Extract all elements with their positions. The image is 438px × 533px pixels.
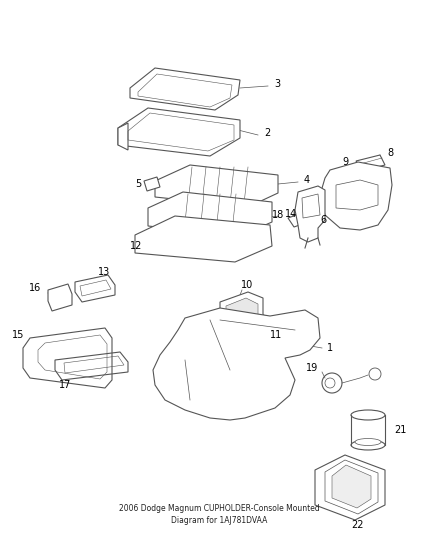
Text: 8: 8	[387, 148, 393, 158]
Circle shape	[211, 223, 239, 251]
Text: 2006 Dodge Magnum CUPHOLDER-Console Mounted
Diagram for 1AJ781DVAA: 2006 Dodge Magnum CUPHOLDER-Console Moun…	[119, 504, 319, 525]
Polygon shape	[155, 165, 278, 207]
Polygon shape	[144, 177, 160, 191]
Text: 14: 14	[285, 209, 297, 219]
Text: 6: 6	[320, 215, 326, 225]
Text: 10: 10	[241, 280, 253, 290]
Text: 12: 12	[130, 241, 142, 251]
Polygon shape	[148, 192, 272, 236]
Polygon shape	[220, 292, 263, 328]
Polygon shape	[226, 298, 258, 325]
Text: 13: 13	[98, 267, 110, 277]
Text: 11: 11	[270, 330, 282, 340]
Text: 22: 22	[352, 520, 364, 530]
Ellipse shape	[351, 440, 385, 450]
Text: 16: 16	[29, 283, 41, 293]
Polygon shape	[55, 352, 128, 380]
Text: 21: 21	[394, 425, 406, 435]
Polygon shape	[288, 213, 308, 227]
Circle shape	[174, 211, 182, 219]
Text: 4: 4	[304, 175, 310, 185]
Polygon shape	[135, 216, 272, 262]
Text: 1: 1	[327, 343, 333, 353]
Circle shape	[171, 224, 199, 252]
Polygon shape	[75, 275, 115, 302]
Text: 9: 9	[342, 157, 348, 167]
Polygon shape	[295, 186, 325, 242]
Polygon shape	[356, 155, 385, 171]
Polygon shape	[48, 284, 72, 311]
Polygon shape	[320, 162, 392, 230]
Circle shape	[325, 378, 335, 388]
Polygon shape	[118, 123, 128, 150]
Circle shape	[369, 368, 381, 380]
Text: 18: 18	[272, 210, 284, 220]
Text: 5: 5	[135, 179, 141, 189]
Ellipse shape	[351, 410, 385, 420]
Ellipse shape	[355, 439, 381, 446]
Circle shape	[322, 373, 342, 393]
Text: 15: 15	[12, 330, 24, 340]
Polygon shape	[325, 460, 378, 514]
Polygon shape	[172, 342, 198, 390]
Polygon shape	[153, 308, 320, 420]
Text: 3: 3	[274, 79, 280, 89]
Polygon shape	[118, 108, 240, 156]
Polygon shape	[332, 465, 371, 508]
Text: 17: 17	[59, 380, 71, 390]
Polygon shape	[130, 68, 240, 110]
Text: 19: 19	[306, 363, 318, 373]
Polygon shape	[210, 310, 270, 362]
Text: 2: 2	[264, 128, 270, 138]
Polygon shape	[315, 455, 385, 520]
